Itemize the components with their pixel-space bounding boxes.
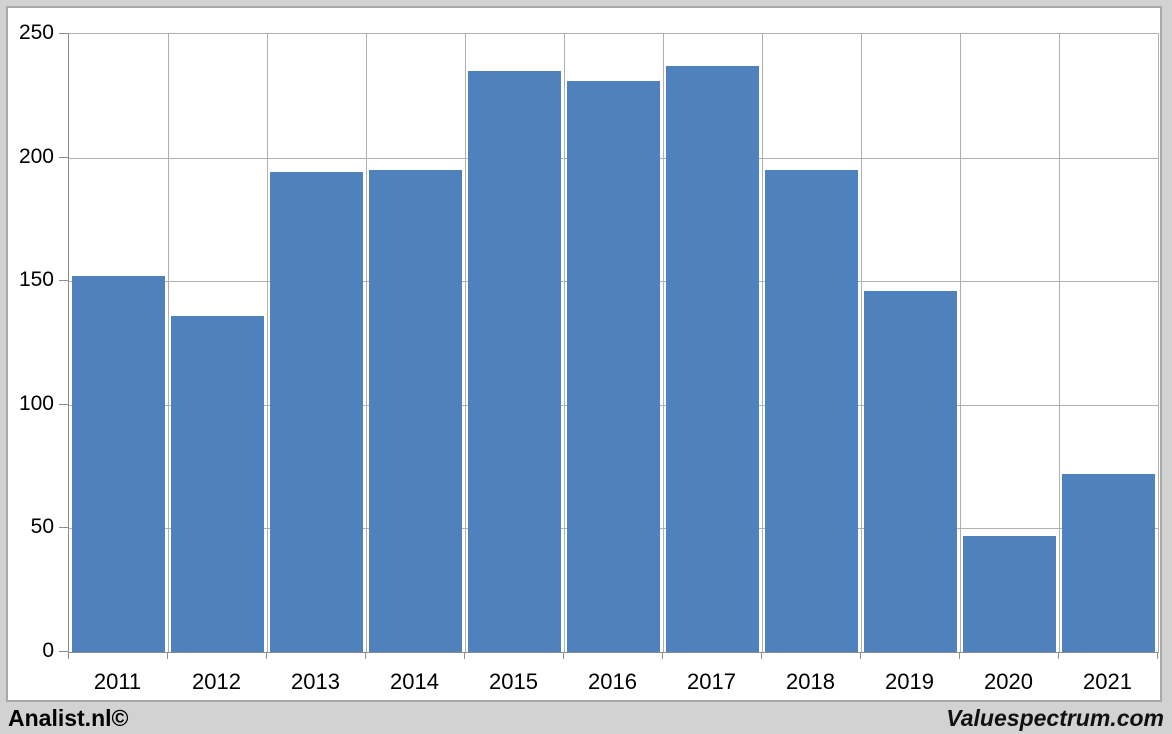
x-tick-mark bbox=[860, 652, 861, 659]
bar-2015 bbox=[468, 71, 561, 652]
x-tick-label-2020: 2020 bbox=[984, 669, 1033, 694]
bar-column-2011 bbox=[69, 34, 168, 652]
x-tick-label-2014: 2014 bbox=[390, 669, 439, 694]
v-gridline bbox=[1059, 34, 1060, 652]
y-tick-mark bbox=[59, 33, 68, 34]
y-tick-mark bbox=[59, 651, 68, 652]
bar-2021 bbox=[1062, 474, 1155, 652]
x-tick-label-2016: 2016 bbox=[588, 669, 637, 694]
v-gridline bbox=[960, 34, 961, 652]
bar-column-2019 bbox=[861, 34, 960, 652]
x-tick-mark bbox=[1157, 652, 1158, 659]
bar-column-2020 bbox=[960, 34, 1059, 652]
x-tick-mark bbox=[365, 652, 366, 659]
bar-2014 bbox=[369, 169, 462, 652]
y-tick-mark bbox=[59, 157, 68, 158]
x-tick-mark bbox=[1058, 652, 1059, 659]
x-tick-label-2019: 2019 bbox=[885, 669, 934, 694]
x-tick-mark bbox=[266, 652, 267, 659]
bar-column-2015 bbox=[465, 34, 564, 652]
x-tick-label-2011: 2011 bbox=[93, 669, 142, 694]
y-tick-label-250: 250 bbox=[18, 21, 54, 44]
bar-2018 bbox=[765, 169, 858, 652]
bar-2019 bbox=[864, 291, 957, 652]
v-gridline bbox=[366, 34, 367, 652]
x-tick-label-2018: 2018 bbox=[786, 669, 835, 694]
x-tick-label-2012: 2012 bbox=[192, 669, 241, 694]
bar-column-2018 bbox=[762, 34, 861, 652]
bar-column-2013 bbox=[267, 34, 366, 652]
bar-column-2016 bbox=[564, 34, 663, 652]
bar-column-2014 bbox=[366, 34, 465, 652]
y-tick-label-0: 0 bbox=[42, 639, 54, 662]
bar-2017 bbox=[666, 66, 759, 652]
v-gridline bbox=[663, 34, 664, 652]
x-tick-label-2021: 2021 bbox=[1083, 669, 1132, 694]
bar-2012 bbox=[171, 315, 264, 652]
x-tick-mark bbox=[563, 652, 564, 659]
bars bbox=[69, 34, 1158, 652]
x-tick-mark bbox=[761, 652, 762, 659]
y-tick-mark bbox=[59, 527, 68, 528]
brand-analist: Analist.nl© bbox=[8, 705, 129, 731]
bar-2016 bbox=[567, 80, 660, 652]
y-tick-mark bbox=[59, 404, 68, 405]
y-tick-label-200: 200 bbox=[18, 144, 54, 168]
v-gridline bbox=[465, 34, 466, 652]
y-tick-mark bbox=[59, 280, 68, 281]
y-tick-label-150: 150 bbox=[18, 268, 54, 292]
v-gridline bbox=[861, 34, 862, 652]
plot-area bbox=[68, 33, 1159, 653]
v-gridline bbox=[762, 34, 763, 652]
chart-panel: 0 50 100 150 200 250 2011 2012 2013 2014 2015 2016… bbox=[6, 6, 1162, 702]
bar-2013 bbox=[270, 172, 363, 652]
x-tick-label-2017: 2017 bbox=[687, 669, 736, 694]
bar-column-2012 bbox=[168, 34, 267, 652]
x-tick-label-2013: 2013 bbox=[291, 669, 340, 694]
y-tick-label-100: 100 bbox=[18, 391, 54, 415]
x-tick-mark bbox=[464, 652, 465, 659]
v-gridline bbox=[564, 34, 565, 652]
brand-valuespectrum: Valuespectrum.com bbox=[946, 705, 1164, 731]
bar-column-2021 bbox=[1059, 34, 1158, 652]
x-tick-mark bbox=[959, 652, 960, 659]
v-gridline bbox=[168, 34, 169, 652]
bar-2011 bbox=[72, 276, 165, 652]
v-gridline bbox=[267, 34, 268, 652]
x-tick-mark bbox=[68, 652, 69, 659]
x-tick-label-2015: 2015 bbox=[489, 669, 538, 694]
x-tick-mark bbox=[662, 652, 663, 659]
y-tick-label-50: 50 bbox=[30, 515, 54, 539]
bar-column-2017 bbox=[663, 34, 762, 652]
bar-2020 bbox=[963, 535, 1056, 652]
x-tick-mark bbox=[167, 652, 168, 659]
